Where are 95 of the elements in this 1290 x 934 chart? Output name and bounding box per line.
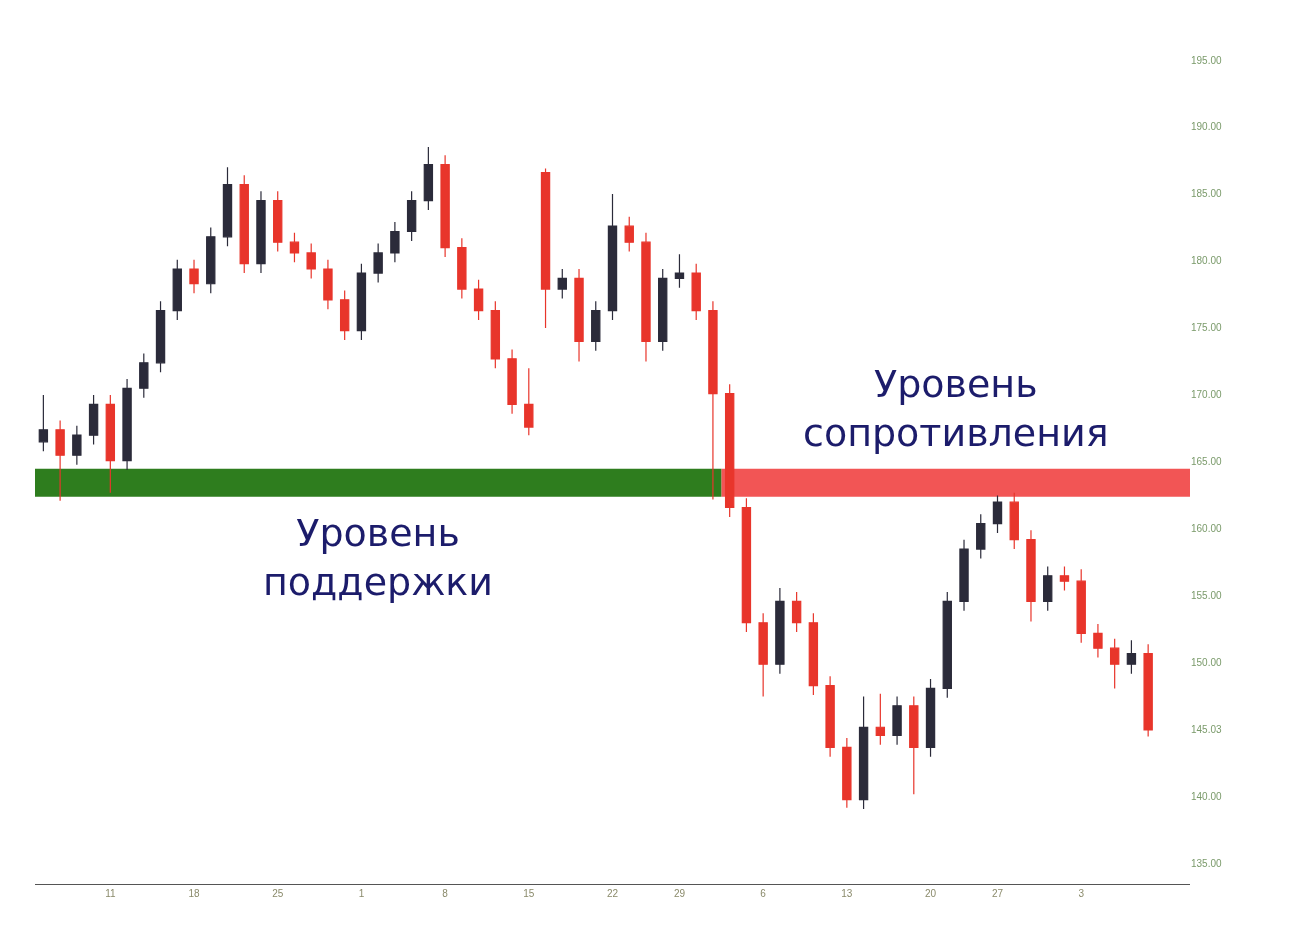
candlestick — [306, 242, 316, 279]
y-tick-label: 170.00 — [1191, 389, 1223, 401]
x-tick-label: 15 — [523, 888, 535, 899]
x-tick-label: 22 — [606, 888, 619, 899]
candlestick — [457, 237, 467, 300]
candlestick — [273, 190, 283, 253]
candlestick — [658, 268, 668, 352]
candlestick — [624, 216, 634, 253]
candlestick — [139, 352, 149, 399]
candlestick — [1059, 565, 1070, 592]
candlestick — [122, 378, 132, 471]
candlestick — [1126, 639, 1137, 675]
y-tick-label: 145.03 — [1191, 724, 1223, 736]
candlestick — [708, 300, 718, 501]
y-tick-label: 160.00 — [1191, 523, 1223, 535]
candlestick — [1043, 565, 1053, 612]
band-label: Уровень сопротивления — [803, 362, 1109, 456]
x-tick-label: 11 — [105, 888, 116, 899]
candlestick — [222, 166, 233, 247]
x-tick-label: 25 — [272, 888, 284, 899]
candlestick — [189, 259, 199, 294]
candlestick — [557, 268, 567, 300]
candlestick — [473, 279, 484, 321]
candlestick — [540, 167, 551, 329]
candlestick — [1109, 638, 1120, 689]
candlestick — [674, 253, 685, 289]
candlestick — [239, 174, 249, 274]
candlestick — [825, 675, 835, 758]
candlestick — [356, 263, 367, 341]
candlestick — [808, 612, 819, 696]
candlestick — [206, 226, 216, 294]
candlestick — [741, 497, 752, 633]
x-tick-label: 3 — [1078, 888, 1085, 899]
y-tick-label: 175.00 — [1191, 322, 1223, 334]
candlestick — [440, 154, 450, 258]
candlestick — [390, 221, 400, 263]
candlestick — [574, 268, 584, 363]
candlestick — [1076, 568, 1086, 644]
candlestick — [591, 300, 601, 352]
x-tick-label: 13 — [841, 888, 853, 899]
candlestick — [172, 259, 182, 321]
x-tick-label: 27 — [991, 888, 1004, 899]
candlestick — [925, 678, 936, 758]
y-tick-label: 155.00 — [1191, 590, 1223, 602]
candlestick — [892, 695, 902, 746]
x-tick-label: 6 — [760, 888, 767, 899]
candlestick — [423, 146, 434, 211]
candlestick — [775, 587, 785, 675]
x-tick-label: 8 — [442, 888, 449, 899]
y-tick-label: 185.00 — [1191, 188, 1223, 200]
candlestick — [791, 591, 802, 633]
x-tick-label: 20 — [924, 888, 937, 899]
candlestick — [959, 539, 969, 612]
candlestick — [607, 193, 618, 321]
candlestick — [507, 348, 517, 415]
y-tick-label: 150.00 — [1191, 657, 1223, 669]
y-tick-label: 135.00 — [1191, 858, 1223, 870]
candlestick — [524, 367, 534, 436]
candlestick — [1093, 623, 1103, 659]
y-tick-label: 140.00 — [1191, 791, 1223, 803]
candlestick — [1026, 529, 1036, 622]
candlestick — [842, 737, 852, 809]
candlestick — [289, 232, 300, 263]
candlestick — [641, 232, 651, 363]
x-tick-label: 29 — [673, 888, 686, 899]
y-tick-label: 180.00 — [1191, 255, 1223, 267]
candlestick — [105, 394, 116, 494]
candlestick — [976, 513, 986, 560]
candlestick — [1009, 492, 1019, 550]
band-label: Уровень поддержки — [263, 511, 494, 605]
x-tick-label: 18 — [188, 888, 201, 899]
candlestick — [55, 419, 65, 502]
candlestick — [72, 425, 82, 466]
candlestick — [858, 695, 869, 810]
candlestick — [909, 695, 919, 795]
candlestick — [942, 591, 952, 699]
candlestick — [256, 190, 266, 274]
candlestick — [691, 263, 701, 321]
candlestick — [155, 300, 166, 373]
candlestick — [490, 300, 501, 369]
candlestick — [373, 242, 383, 284]
candlestick — [339, 289, 350, 341]
y-tick-label: 165.00 — [1191, 456, 1223, 468]
candlestick — [758, 612, 768, 698]
candlestick — [1143, 643, 1153, 738]
candlestick — [992, 494, 1003, 534]
candlestick — [38, 394, 49, 452]
y-tick-label: 195.00 — [1191, 54, 1223, 66]
candlestick — [875, 693, 886, 746]
y-tick-label: 190.00 — [1191, 121, 1223, 133]
candlestick — [323, 259, 333, 310]
candlestick — [406, 190, 417, 242]
candlestick — [88, 394, 99, 446]
candlestick — [724, 383, 735, 518]
x-tick-label: 1 — [358, 888, 365, 899]
